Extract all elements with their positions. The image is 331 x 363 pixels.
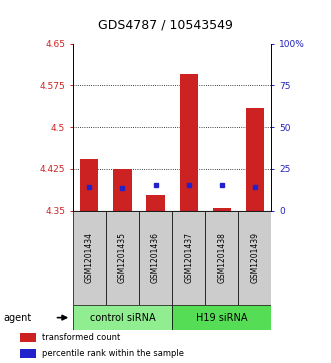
Text: GSM1201434: GSM1201434: [85, 232, 94, 283]
Bar: [146, 195, 165, 211]
Bar: [246, 107, 264, 211]
Bar: [20, 349, 36, 358]
Text: agent: agent: [3, 313, 31, 323]
Text: control siRNA: control siRNA: [90, 313, 155, 323]
Text: GSM1201436: GSM1201436: [151, 232, 160, 283]
Bar: [172, 305, 271, 330]
Text: percentile rank within the sample: percentile rank within the sample: [42, 349, 184, 358]
Bar: [213, 208, 231, 211]
Text: GSM1201437: GSM1201437: [184, 232, 193, 283]
Bar: [106, 211, 139, 305]
Bar: [73, 305, 172, 330]
Bar: [205, 211, 238, 305]
Text: H19 siRNA: H19 siRNA: [196, 313, 248, 323]
Bar: [172, 211, 205, 305]
Bar: [139, 211, 172, 305]
Bar: [80, 159, 99, 211]
Text: transformed count: transformed count: [42, 333, 121, 342]
Bar: [238, 211, 271, 305]
Bar: [20, 333, 36, 342]
Text: GSM1201438: GSM1201438: [217, 232, 226, 283]
Bar: [73, 211, 106, 305]
Bar: [179, 74, 198, 211]
Bar: [113, 169, 131, 211]
Text: GSM1201435: GSM1201435: [118, 232, 127, 283]
Text: GDS4787 / 10543549: GDS4787 / 10543549: [98, 19, 233, 32]
Text: GSM1201439: GSM1201439: [250, 232, 260, 283]
